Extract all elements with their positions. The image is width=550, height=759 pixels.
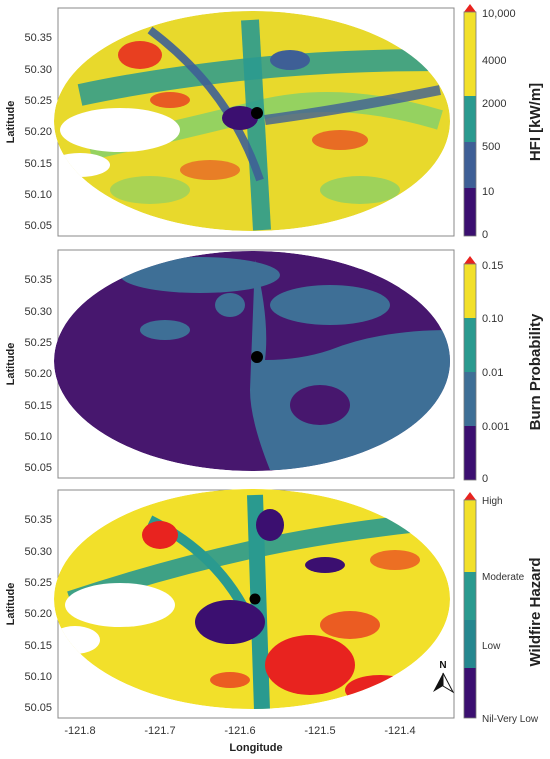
cb-tick-label: Moderate: [482, 572, 525, 583]
x-tick-label: -121.4: [384, 725, 415, 737]
cb-tick-label: Low: [482, 641, 501, 652]
hfi-map: [54, 11, 450, 231]
cb-tick-label: Nil-Very Low: [482, 714, 539, 725]
y-tick-label: 50.05: [24, 462, 52, 474]
y-tick-label: 50.25: [24, 95, 52, 107]
y-tick-label: 50.30: [24, 546, 52, 558]
cb-tick-label: 0.001: [482, 421, 510, 433]
colorbar-title: HFI [kW/m]: [527, 83, 544, 161]
y-tick-label: 50.15: [24, 400, 52, 412]
y-tick-labels: 50.35 50.30 50.25 50.20 50.15 50.10 50.0…: [24, 32, 52, 232]
y-tick-label: 50.05: [24, 702, 52, 714]
y-tick-label: 50.10: [24, 431, 52, 443]
y-tick-label: 50.20: [24, 126, 52, 138]
y-tick-label: 50.25: [24, 337, 52, 349]
cb-tick-label: 4000: [482, 55, 506, 67]
y-axis-label: Latitude: [5, 343, 17, 386]
y-tick-label: 50.10: [24, 671, 52, 683]
colorbar-title: Wildfire Hazard: [527, 557, 544, 666]
y-axis-label: Latitude: [5, 583, 17, 626]
colorbar-burn-probability: 0.15 0.10 0.01 0.001 0 Burn Probability: [463, 256, 544, 485]
cb-tick-label: 2000: [482, 98, 506, 110]
y-tick-label: 50.35: [24, 32, 52, 44]
x-axis-label: Longitude: [229, 742, 282, 754]
y-tick-label: 50.05: [24, 220, 52, 232]
y-tick-label: 50.20: [24, 368, 52, 380]
y-tick-label: 50.35: [24, 514, 52, 526]
location-marker: [251, 107, 263, 119]
y-tick-label: 50.25: [24, 577, 52, 589]
y-tick-label: 50.30: [24, 64, 52, 76]
panel-hfi: 50.35 50.30 50.25 50.20 50.15 50.10 50.0…: [5, 4, 544, 241]
y-axis-label: Latitude: [5, 101, 17, 144]
wildfire-hazard-map: [54, 489, 450, 709]
location-marker: [251, 351, 263, 363]
cb-tick-label: 0.15: [482, 260, 503, 272]
cb-tick-label: 0: [482, 473, 488, 485]
cb-tick-label: 500: [482, 141, 500, 153]
cb-tick-label: High: [482, 496, 503, 507]
location-marker: [249, 593, 261, 605]
colorbar-wildfire-hazard: High Moderate Low Nil-Very Low Wildfire …: [463, 492, 544, 725]
cb-tick-label: 0.10: [482, 313, 503, 325]
y-tick-labels: 50.35 50.30 50.25 50.20 50.15 50.10 50.0…: [24, 274, 52, 474]
cb-tick-label: 0.01: [482, 367, 503, 379]
y-tick-label: 50.20: [24, 608, 52, 620]
y-tick-label: 50.10: [24, 189, 52, 201]
panel-wildfire-hazard: N 50.35 50.30 50.25 50.20 50.15 50.10 50…: [5, 489, 544, 754]
colorbar-hfi: 10,000 4000 2000 500 10 0 HFI [kW/m]: [463, 4, 544, 241]
x-tick-label: -121.6: [224, 725, 255, 737]
x-tick-label: -121.5: [304, 725, 335, 737]
x-tick-label: -121.7: [144, 725, 175, 737]
x-tick-label: -121.8: [64, 725, 95, 737]
cb-tick-label: 10,000: [482, 8, 516, 20]
burn-probability-map: [54, 251, 450, 471]
y-tick-label: 50.30: [24, 306, 52, 318]
x-tick-labels: -121.8 -121.7 -121.6 -121.5 -121.4: [64, 725, 415, 737]
north-arrow-label: N: [439, 660, 446, 671]
panel-burn-probability: 50.35 50.30 50.25 50.20 50.15 50.10 50.0…: [5, 249, 544, 485]
colorbar-title: Burn Probability: [527, 313, 544, 430]
y-tick-label: 50.35: [24, 274, 52, 286]
cb-tick-label: 10: [482, 186, 494, 198]
y-tick-label: 50.15: [24, 158, 52, 170]
y-tick-labels: 50.35 50.30 50.25 50.20 50.15 50.10 50.0…: [24, 514, 52, 714]
y-tick-label: 50.15: [24, 640, 52, 652]
cb-tick-label: 0: [482, 229, 488, 241]
north-arrow: N: [433, 660, 455, 694]
